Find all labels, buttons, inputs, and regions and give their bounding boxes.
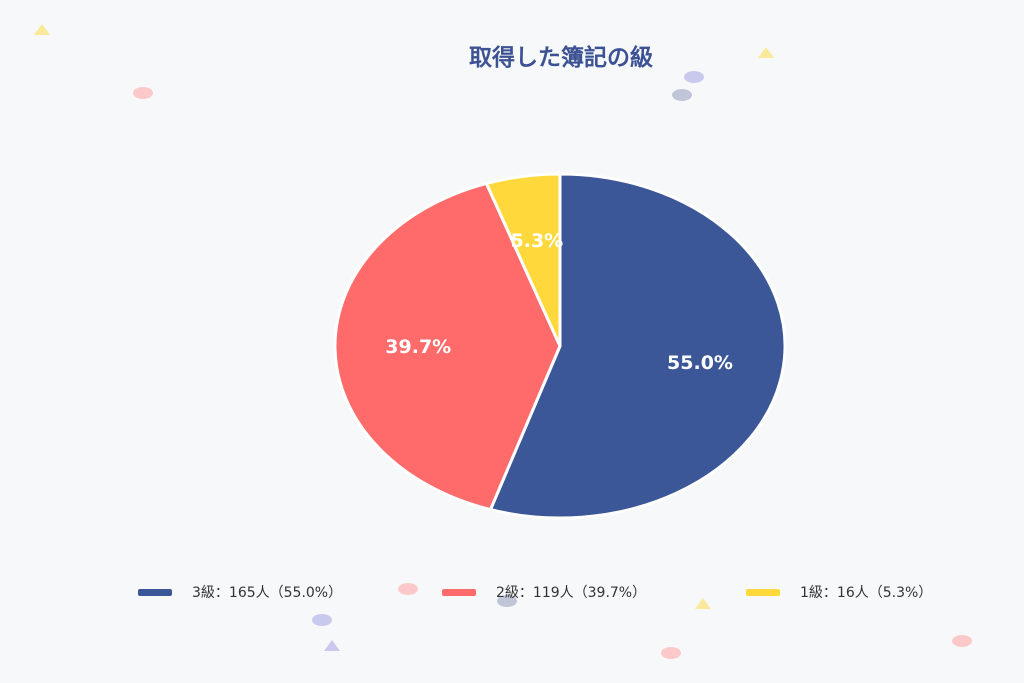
legend-label: 1級：16人（5.3%） bbox=[800, 585, 933, 601]
legend-swatch bbox=[138, 588, 172, 596]
decorative-triangle bbox=[758, 47, 774, 58]
chart-legend: 3級：165人（55.0%） 2級：119人（39.7%） 1級：16人（5.3%） bbox=[0, 580, 1024, 604]
decorative-dot bbox=[312, 614, 332, 626]
legend-item-3級: 3級：165人（55.0%） bbox=[138, 580, 342, 604]
decorative-dot bbox=[133, 87, 153, 99]
decorative-dot bbox=[684, 71, 704, 83]
decorative-triangle bbox=[34, 24, 50, 35]
decorative-dot bbox=[952, 635, 972, 647]
decorative-dot bbox=[661, 647, 681, 659]
legend-label: 2級：119人（39.7%） bbox=[496, 585, 647, 601]
decorative-dot bbox=[398, 583, 418, 595]
pie-label-3級: 55.0% bbox=[667, 352, 733, 374]
legend-swatch bbox=[746, 588, 780, 596]
pie-slice-2級 bbox=[333, 181, 562, 512]
chart-title: 取得した簿記の級 bbox=[469, 45, 653, 71]
decorative-dot bbox=[497, 595, 517, 607]
legend-swatch bbox=[442, 588, 476, 596]
legend-item-1級: 1級：16人（5.3%） bbox=[746, 580, 932, 604]
decorative-triangle bbox=[695, 598, 711, 609]
pie-label-2級: 39.7% bbox=[385, 336, 451, 358]
pie-slice-3級 bbox=[488, 172, 787, 520]
decorative-triangle bbox=[324, 640, 340, 651]
decorative-dot bbox=[672, 89, 692, 101]
pie-slice-1級 bbox=[484, 172, 562, 348]
pie-label-1級: 5.3% bbox=[511, 230, 564, 252]
legend-item-2級: 2級：119人（39.7%） bbox=[442, 580, 646, 604]
legend-label: 3級：165人（55.0%） bbox=[192, 585, 343, 601]
